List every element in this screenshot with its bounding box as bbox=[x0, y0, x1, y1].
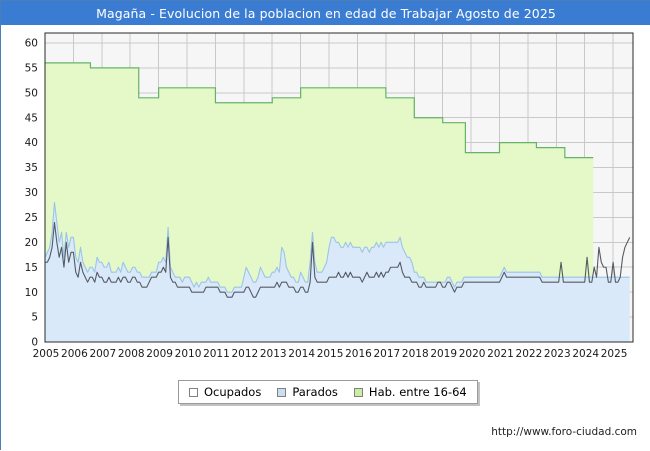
svg-text:0: 0 bbox=[31, 337, 38, 349]
svg-text:5: 5 bbox=[31, 312, 38, 324]
svg-text:2019: 2019 bbox=[430, 348, 457, 360]
svg-text:55: 55 bbox=[25, 62, 38, 74]
svg-text:2022: 2022 bbox=[516, 348, 543, 360]
legend-label-habitantes: Hab. entre 16-64 bbox=[368, 385, 467, 399]
svg-text:45: 45 bbox=[25, 112, 38, 124]
ocupados-swatch-icon bbox=[189, 387, 198, 397]
x-axis-tick-labels: 2005 2006 2007 2008 2009 2010 2011 2012 2013 2014… bbox=[33, 348, 628, 360]
svg-text:2023: 2023 bbox=[544, 348, 571, 360]
svg-text:2018: 2018 bbox=[402, 348, 429, 360]
chart-legend: Ocupados Parados Hab. entre 16-64 bbox=[178, 380, 478, 404]
svg-text:2006: 2006 bbox=[61, 348, 88, 360]
chart-canvas: FORO CIUDAD.COM 051015202530354045505560… bbox=[1, 25, 650, 451]
source-url[interactable]: http://www.foro-ciudad.com bbox=[491, 426, 637, 438]
legend-label-ocupados: Ocupados bbox=[204, 385, 262, 399]
page-title: Magaña - Evolucion de la poblacion en ed… bbox=[96, 5, 556, 21]
svg-text:50: 50 bbox=[25, 87, 38, 99]
population-chart-svg: FORO CIUDAD.COM 051015202530354045505560… bbox=[25, 32, 634, 360]
legend-item-parados[interactable]: Parados bbox=[277, 385, 338, 399]
svg-text:2025: 2025 bbox=[601, 348, 628, 360]
legend-item-habitantes[interactable]: Hab. entre 16-64 bbox=[353, 385, 467, 399]
svg-text:2017: 2017 bbox=[374, 348, 401, 360]
svg-text:2005: 2005 bbox=[33, 348, 60, 360]
svg-text:10: 10 bbox=[25, 287, 38, 299]
svg-text:2010: 2010 bbox=[175, 348, 202, 360]
svg-text:2020: 2020 bbox=[459, 348, 486, 360]
series-hab-entre-16-64 bbox=[45, 62, 594, 342]
svg-text:2012: 2012 bbox=[231, 348, 258, 360]
plot-frame bbox=[44, 32, 634, 343]
svg-text:60: 60 bbox=[25, 38, 38, 50]
svg-text:2021: 2021 bbox=[487, 348, 514, 360]
y-axis-tick-labels: 0 5 10 15 20 25 30 35 40 45 50 55 60 bbox=[25, 38, 38, 349]
legend-item-ocupados[interactable]: Ocupados bbox=[189, 385, 261, 399]
series-ocupados bbox=[45, 221, 631, 298]
window-title-bar: Magaña - Evolucion de la poblacion en ed… bbox=[1, 1, 650, 25]
svg-text:2011: 2011 bbox=[203, 348, 230, 360]
svg-text:2009: 2009 bbox=[146, 348, 173, 360]
svg-text:35: 35 bbox=[25, 162, 38, 174]
svg-text:40: 40 bbox=[25, 137, 38, 149]
svg-text:30: 30 bbox=[25, 187, 38, 199]
svg-text:2016: 2016 bbox=[345, 348, 372, 360]
legend-label-parados: Parados bbox=[292, 385, 338, 399]
svg-text:15: 15 bbox=[25, 262, 38, 274]
series-parados bbox=[44, 201, 630, 342]
svg-text:2013: 2013 bbox=[260, 348, 287, 360]
svg-text:2015: 2015 bbox=[317, 348, 344, 360]
parados-swatch-icon bbox=[277, 387, 287, 397]
svg-text:2007: 2007 bbox=[89, 348, 116, 360]
svg-text:2024: 2024 bbox=[572, 348, 599, 360]
svg-text:25: 25 bbox=[25, 212, 38, 224]
svg-text:2014: 2014 bbox=[288, 348, 315, 360]
svg-text:2008: 2008 bbox=[118, 348, 145, 360]
svg-text:20: 20 bbox=[25, 237, 38, 249]
habitantes-swatch-icon bbox=[353, 387, 363, 397]
